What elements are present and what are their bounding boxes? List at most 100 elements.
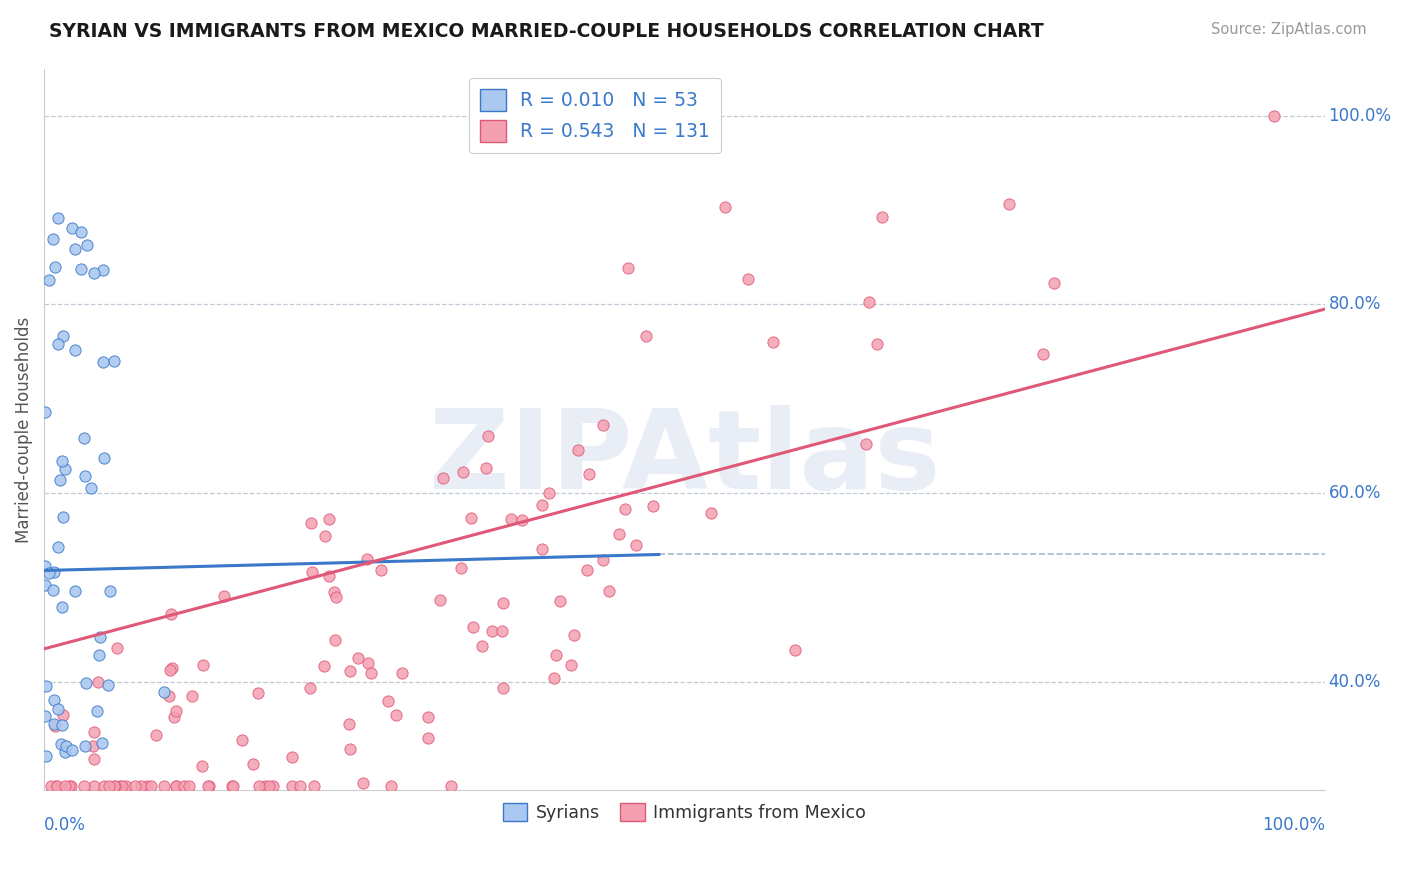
Point <box>247 779 270 793</box>
Point <box>70 225 93 239</box>
Point <box>103 354 125 368</box>
Legend: Syrians, Immigrants from Mexico: Syrians, Immigrants from Mexico <box>495 796 873 829</box>
Point <box>598 584 620 599</box>
Point <box>301 565 323 579</box>
Point <box>110 779 132 793</box>
Point <box>89 631 111 645</box>
Point <box>75 469 97 483</box>
Point <box>855 437 877 451</box>
Point <box>39 779 62 793</box>
Point <box>592 417 614 432</box>
Point <box>124 779 146 793</box>
Point <box>567 442 589 457</box>
Point <box>83 752 105 766</box>
Point <box>222 779 245 793</box>
Point <box>63 343 86 357</box>
Point <box>357 656 380 670</box>
Point <box>475 461 498 475</box>
Point <box>100 583 122 598</box>
Point <box>46 337 69 351</box>
Point <box>339 664 361 678</box>
Point <box>46 779 69 793</box>
Point <box>70 262 93 277</box>
Point <box>83 725 105 739</box>
Point <box>416 710 439 724</box>
Point <box>165 779 187 793</box>
Point <box>93 451 115 466</box>
Point <box>221 779 243 793</box>
Point <box>135 779 157 793</box>
Point <box>46 540 69 554</box>
Point <box>337 717 360 731</box>
Point <box>51 717 73 731</box>
Point <box>643 500 665 514</box>
Point <box>104 779 127 793</box>
Point <box>714 200 737 214</box>
Point <box>107 640 129 655</box>
Point <box>129 779 152 793</box>
Point <box>997 197 1019 211</box>
Point <box>576 563 599 577</box>
Y-axis label: Married-couple Households: Married-couple Households <box>15 317 32 542</box>
Point <box>49 473 72 487</box>
Point <box>63 242 86 256</box>
Point <box>339 742 361 756</box>
Point <box>253 779 276 793</box>
Point <box>560 657 582 672</box>
Point <box>115 779 138 793</box>
Point <box>562 627 585 641</box>
Point <box>75 675 97 690</box>
Point <box>160 607 183 622</box>
Point <box>242 756 264 771</box>
Point <box>42 232 65 246</box>
Point <box>38 273 60 287</box>
Point <box>281 749 304 764</box>
Point <box>461 620 484 634</box>
Point <box>510 513 533 527</box>
Text: 100.0%: 100.0% <box>1329 107 1392 125</box>
Point <box>35 749 58 764</box>
Point <box>80 482 103 496</box>
Point <box>59 779 82 793</box>
Point <box>75 739 97 754</box>
Point <box>49 737 72 751</box>
Point <box>323 633 346 648</box>
Point <box>762 335 785 350</box>
Point <box>153 684 176 698</box>
Point <box>53 745 76 759</box>
Point <box>91 263 114 277</box>
Point <box>51 600 73 615</box>
Point <box>499 512 522 526</box>
Point <box>312 658 335 673</box>
Point <box>34 709 56 723</box>
Point <box>42 716 65 731</box>
Point <box>38 566 60 581</box>
Point <box>870 210 893 224</box>
Point <box>531 498 554 512</box>
Point <box>51 453 73 467</box>
Text: SYRIAN VS IMMIGRANTS FROM MEXICO MARRIED-COUPLE HOUSEHOLDS CORRELATION CHART: SYRIAN VS IMMIGRANTS FROM MEXICO MARRIED… <box>49 22 1045 41</box>
Point <box>636 328 658 343</box>
Text: 40.0%: 40.0% <box>1329 673 1381 690</box>
Point <box>91 735 114 749</box>
Point <box>1032 347 1054 361</box>
Point <box>34 404 56 418</box>
Point <box>370 563 392 577</box>
Point <box>73 430 96 444</box>
Point <box>58 779 80 793</box>
Point <box>86 704 108 718</box>
Point <box>347 651 370 665</box>
Point <box>83 779 105 793</box>
Point <box>737 272 759 286</box>
Point <box>42 693 65 707</box>
Point <box>91 355 114 369</box>
Point <box>87 648 110 662</box>
Point <box>177 779 200 793</box>
Point <box>302 779 325 793</box>
Point <box>157 689 180 703</box>
Point <box>42 565 65 579</box>
Point <box>531 541 554 556</box>
Text: 100.0%: 100.0% <box>1261 815 1324 834</box>
Point <box>617 260 640 275</box>
Point <box>614 501 637 516</box>
